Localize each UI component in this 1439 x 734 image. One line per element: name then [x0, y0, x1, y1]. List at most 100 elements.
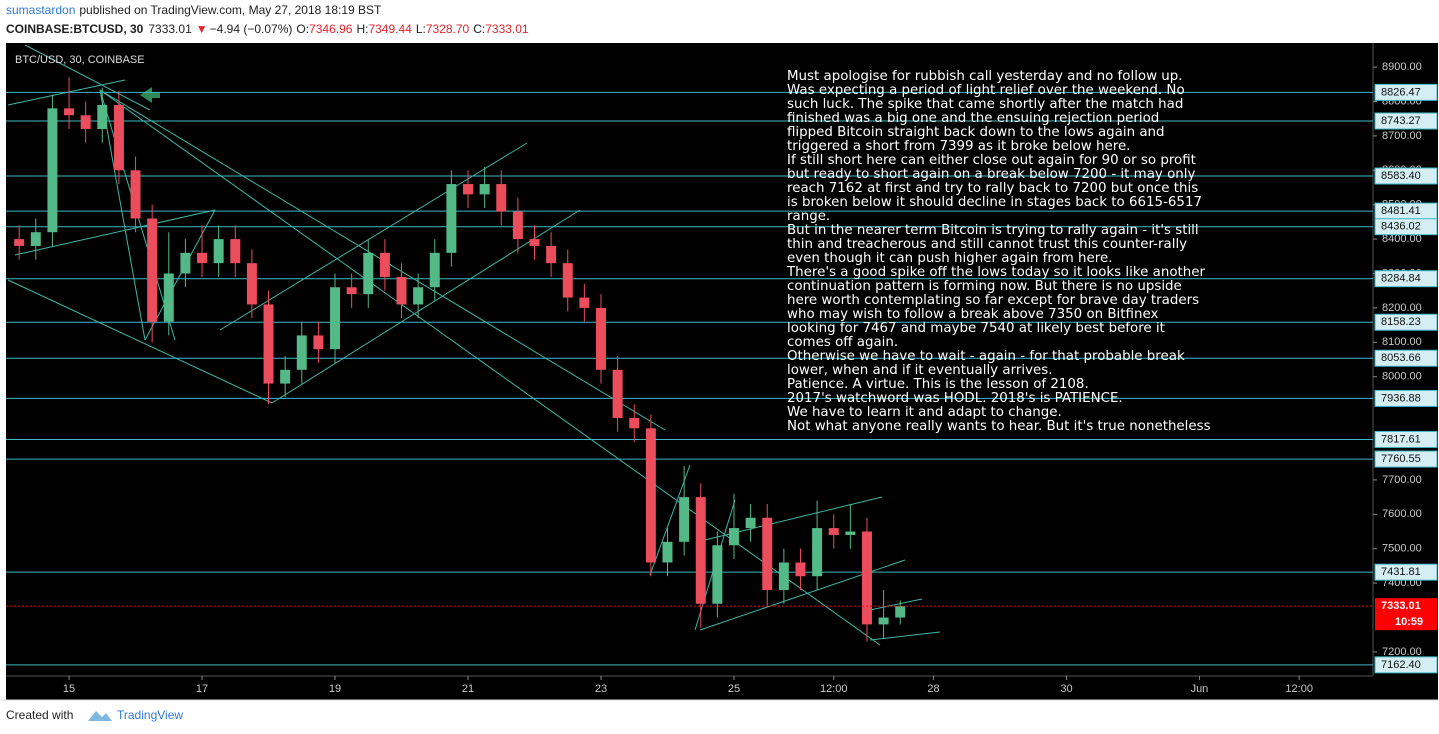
candle-body	[861, 531, 872, 625]
annotation-line: even though it can push higher again fro…	[787, 251, 1112, 266]
candle-body	[546, 245, 557, 264]
level-label: 7760.55	[1381, 453, 1421, 465]
candle-body	[97, 104, 108, 130]
candle-body	[496, 184, 507, 212]
annotation-line: is broken below it should decline in sta…	[787, 195, 1202, 210]
candle-body	[230, 239, 241, 264]
trend-line	[24, 44, 151, 111]
level-label: 8826.47	[1381, 86, 1421, 98]
arrow-marker	[140, 87, 160, 103]
candle-body	[130, 170, 141, 219]
symbol-label: BTC/USD, 30, COINBASE	[15, 54, 145, 66]
x-tick-label: 21	[462, 683, 474, 695]
o-label: O:	[296, 22, 309, 36]
level-label: 8481.41	[1381, 205, 1421, 217]
annotation-line: finished was a big one and the ensuing r…	[787, 111, 1159, 126]
candle-body	[712, 545, 723, 604]
y-tick-label: 8200.00	[1382, 302, 1422, 314]
level-label-box	[1374, 349, 1438, 367]
annotation-line: here worth contemplating so far except f…	[787, 293, 1199, 308]
trend-line	[14, 209, 216, 256]
trend-line	[7, 279, 273, 404]
annotation-line: continuation pattern is forming now. But…	[787, 279, 1182, 294]
candle-body	[263, 304, 274, 384]
candle-body	[629, 417, 640, 429]
annotation-line: Not what anyone really wants to hear. Bu…	[787, 419, 1211, 434]
level-label: 8158.23	[1381, 316, 1421, 328]
trend-line	[99, 89, 881, 646]
last-price-label: 7333.01	[1381, 600, 1421, 612]
candle-body	[363, 252, 374, 295]
plot	[6, 44, 1373, 666]
y-tick-label: 8000.00	[1382, 371, 1422, 383]
candle-body	[745, 517, 756, 529]
candle-body	[379, 252, 390, 277]
trend-line	[271, 209, 581, 404]
candle-body	[147, 218, 158, 322]
candle-body	[778, 562, 789, 590]
candle-body	[612, 369, 623, 418]
candle-body	[878, 617, 889, 625]
candle-body	[695, 497, 706, 604]
o-value: 7346.96	[309, 22, 353, 36]
annotation-line: There's a good spike off the lows today …	[786, 265, 1205, 280]
annotation-line: Was expecting a period of light relief o…	[787, 83, 1185, 98]
c-value: 7333.01	[485, 22, 529, 36]
candle-body	[280, 369, 291, 384]
symbol: COINBASE:BTCUSD, 30	[6, 22, 144, 36]
candle-body	[728, 528, 739, 546]
annotation: Must apologise for rubbish call yesterda…	[786, 69, 1211, 434]
x-tick-label: 12:00	[820, 683, 848, 695]
level-label-box	[1374, 450, 1438, 468]
y-tick-label: 8700.00	[1382, 130, 1422, 142]
x-tick-label: 30	[1060, 683, 1072, 695]
x-tick-label: 17	[196, 683, 208, 695]
arrow: ▼	[196, 22, 208, 36]
y-tick-label: 7700.00	[1382, 474, 1422, 486]
level-label-box	[1374, 656, 1438, 674]
candle-body	[762, 517, 773, 590]
level-label-box	[1374, 218, 1438, 236]
change: −4.94 (−0.07%)	[210, 22, 293, 36]
level-label-box	[1374, 167, 1438, 185]
level-label-box	[1374, 83, 1438, 101]
trend-line	[219, 142, 528, 331]
trend-line	[99, 89, 146, 341]
l-label: L:	[416, 22, 426, 36]
annotation-line: If still short here can either close out…	[787, 153, 1196, 168]
footer-brand[interactable]: TradingView	[117, 708, 183, 722]
candle-body	[895, 606, 906, 618]
level-label-box	[1374, 112, 1438, 130]
y-tick-label: 8400.00	[1382, 233, 1422, 245]
symbol-line: COINBASE:BTCUSD, 30 7333.01 ▼ −4.94 (−0.07%…	[6, 22, 529, 36]
y-tick-label: 7600.00	[1382, 508, 1422, 520]
candle-body	[213, 239, 224, 264]
level-label-box	[1374, 563, 1438, 581]
y-tick-label: 7500.00	[1382, 543, 1422, 555]
candle-body	[413, 287, 424, 305]
candle-body	[64, 108, 75, 116]
level-label-box	[1374, 270, 1438, 288]
last-price-box	[1375, 598, 1437, 631]
author[interactable]: sumastardon	[6, 3, 75, 17]
candle-body	[246, 263, 257, 305]
annotation-line: Must apologise for rubbish call yesterda…	[787, 69, 1183, 84]
candle-body	[113, 104, 124, 171]
candle-body	[463, 184, 473, 195]
x-tick-label: 28	[927, 683, 939, 695]
x-tick-label: 23	[595, 683, 607, 695]
annotation-line: Patience. A virtue. This is the lesson o…	[787, 377, 1089, 392]
candle-body	[296, 335, 307, 370]
candle-body	[828, 528, 839, 535]
level-label-box	[1374, 389, 1438, 407]
last: 7333.01	[148, 22, 192, 36]
candle-body	[562, 263, 573, 298]
countdown: 10:59	[1395, 616, 1423, 628]
level-label: 7817.61	[1381, 433, 1421, 445]
x-tick-label: Jun	[1191, 683, 1209, 695]
candle-body	[596, 307, 606, 370]
trend-line	[869, 631, 941, 641]
candle-body	[14, 239, 25, 246]
